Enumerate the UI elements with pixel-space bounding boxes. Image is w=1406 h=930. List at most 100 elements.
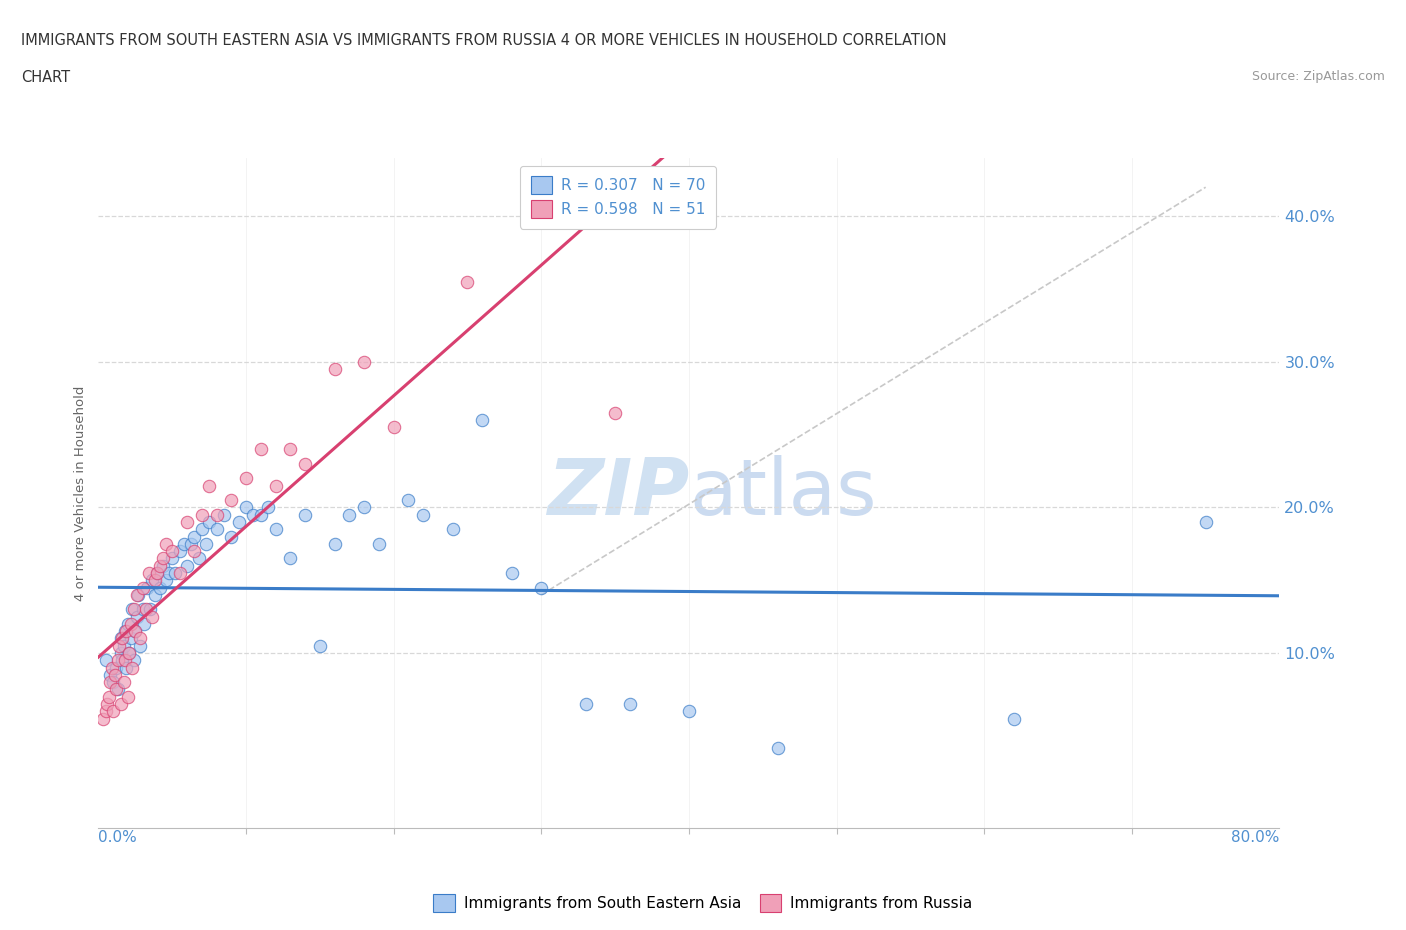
Point bbox=[382, 420, 405, 435]
Point bbox=[678, 704, 700, 719]
Point bbox=[173, 537, 195, 551]
Point bbox=[353, 500, 375, 515]
Point bbox=[309, 638, 332, 653]
Point bbox=[94, 704, 117, 719]
Point bbox=[112, 674, 135, 689]
Point bbox=[107, 653, 129, 668]
Point bbox=[294, 457, 316, 472]
Point bbox=[205, 522, 228, 537]
Point bbox=[108, 638, 131, 653]
Text: IMMIGRANTS FROM SOUTH EASTERN ASIA VS IMMIGRANTS FROM RUSSIA 4 OR MORE VEHICLES : IMMIGRANTS FROM SOUTH EASTERN ASIA VS IM… bbox=[21, 33, 946, 47]
Point bbox=[191, 507, 214, 522]
Point bbox=[323, 362, 346, 377]
Point bbox=[219, 493, 242, 508]
Point bbox=[114, 624, 136, 639]
Point bbox=[412, 507, 434, 522]
Point bbox=[111, 653, 134, 668]
Point bbox=[120, 631, 142, 646]
Point bbox=[110, 645, 132, 660]
Point bbox=[105, 660, 128, 675]
Point bbox=[605, 405, 627, 420]
Legend: R = 0.307   N = 70, R = 0.598   N = 51: R = 0.307 N = 70, R = 0.598 N = 51 bbox=[520, 166, 716, 229]
Point bbox=[242, 507, 264, 522]
Point bbox=[187, 551, 209, 565]
Point bbox=[110, 631, 132, 646]
Point bbox=[264, 522, 287, 537]
Text: CHART: CHART bbox=[21, 70, 70, 85]
Point bbox=[134, 617, 156, 631]
Point bbox=[152, 558, 174, 573]
Point bbox=[264, 478, 287, 493]
Point bbox=[456, 274, 478, 289]
Text: atlas: atlas bbox=[689, 455, 876, 531]
Point bbox=[141, 609, 163, 624]
Text: ZIP: ZIP bbox=[547, 455, 689, 531]
Point bbox=[471, 413, 494, 428]
Point bbox=[143, 588, 166, 603]
Point bbox=[105, 682, 128, 697]
Point bbox=[257, 500, 280, 515]
Point bbox=[368, 537, 391, 551]
Point bbox=[165, 565, 187, 580]
Point bbox=[121, 602, 143, 617]
Point bbox=[176, 558, 198, 573]
Point bbox=[152, 551, 174, 565]
Point bbox=[143, 573, 166, 588]
Point bbox=[124, 624, 146, 639]
Point bbox=[107, 682, 129, 697]
Point bbox=[294, 507, 316, 522]
Point bbox=[117, 689, 139, 704]
Point bbox=[212, 507, 235, 522]
Point bbox=[162, 551, 183, 565]
Point bbox=[323, 537, 346, 551]
Point bbox=[136, 580, 159, 595]
Point bbox=[149, 558, 172, 573]
Point bbox=[1002, 711, 1025, 726]
Point bbox=[127, 588, 149, 603]
Point bbox=[96, 697, 118, 711]
Point bbox=[118, 645, 141, 660]
Point bbox=[278, 442, 302, 457]
Point bbox=[118, 645, 141, 660]
Point bbox=[103, 674, 125, 689]
Point bbox=[94, 653, 117, 668]
Point bbox=[195, 537, 218, 551]
Point bbox=[250, 507, 273, 522]
Point bbox=[766, 740, 789, 755]
Legend: Immigrants from South Eastern Asia, Immigrants from Russia: Immigrants from South Eastern Asia, Immi… bbox=[427, 888, 979, 918]
Point bbox=[122, 653, 145, 668]
Point bbox=[138, 565, 160, 580]
Point bbox=[198, 478, 221, 493]
Text: 0.0%: 0.0% bbox=[98, 830, 138, 844]
Point bbox=[191, 522, 214, 537]
Point bbox=[146, 565, 169, 580]
Point bbox=[441, 522, 464, 537]
Point bbox=[122, 602, 145, 617]
Point bbox=[353, 354, 375, 369]
Point bbox=[155, 573, 177, 588]
Point bbox=[205, 507, 228, 522]
Point bbox=[530, 580, 553, 595]
Point bbox=[98, 668, 121, 683]
Point bbox=[219, 529, 242, 544]
Point bbox=[235, 471, 257, 485]
Point bbox=[121, 660, 143, 675]
Point bbox=[128, 638, 150, 653]
Point bbox=[169, 544, 191, 559]
Point bbox=[132, 602, 155, 617]
Point bbox=[97, 689, 120, 704]
Point bbox=[141, 573, 163, 588]
Point bbox=[139, 602, 162, 617]
Point bbox=[149, 580, 172, 595]
Point bbox=[128, 631, 150, 646]
Point bbox=[98, 674, 121, 689]
Point bbox=[162, 544, 183, 559]
Point bbox=[169, 565, 191, 580]
Point bbox=[180, 537, 202, 551]
Point bbox=[91, 711, 114, 726]
Point bbox=[111, 631, 134, 646]
Point bbox=[396, 493, 419, 508]
Point bbox=[120, 617, 142, 631]
Point bbox=[250, 442, 273, 457]
Point bbox=[501, 565, 523, 580]
